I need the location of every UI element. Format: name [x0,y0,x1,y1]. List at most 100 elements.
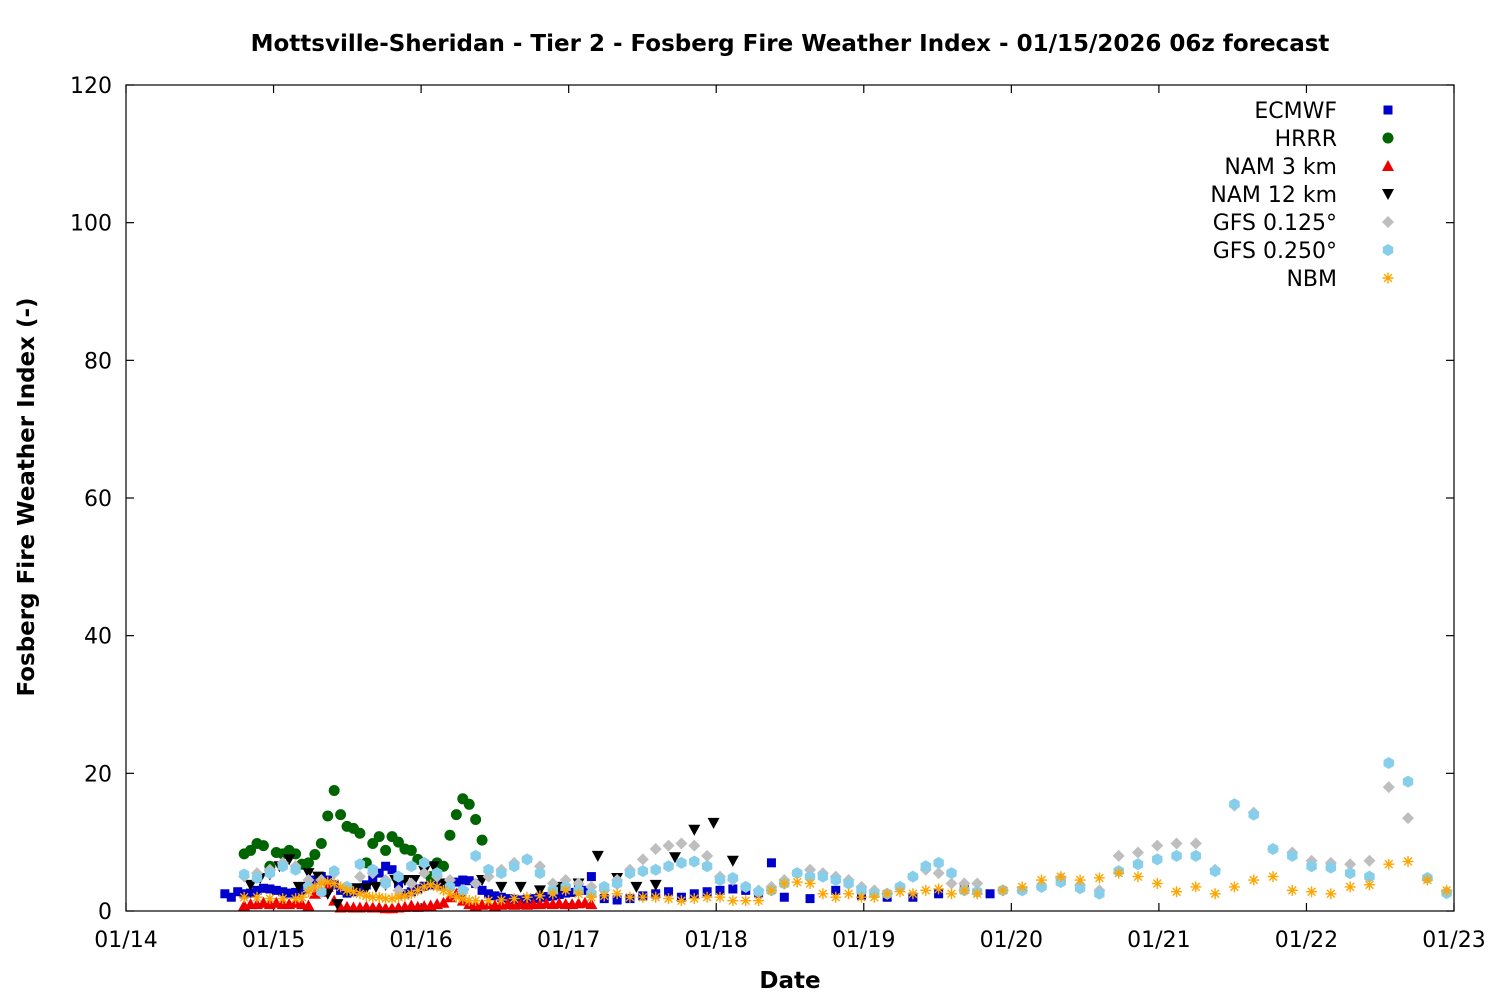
data-point [1383,858,1395,870]
data-point [701,891,713,903]
data-point [238,868,250,881]
data-point [328,785,340,797]
data-point [284,888,294,898]
data-point [753,895,765,907]
data-point [894,886,906,898]
data-point [264,867,276,880]
data-point [277,860,288,873]
x-tick-label: 01/20 [980,928,1043,953]
data-point [702,887,712,897]
data-point [1306,860,1317,873]
series-nbm [238,855,1453,907]
data-point [637,891,649,903]
data-point [283,854,296,866]
data-point [688,839,701,852]
legend-label: HRRR [1275,127,1337,152]
plot-frame [125,84,1455,912]
data-point [554,889,564,899]
data-point [297,885,307,895]
data-point [514,881,527,893]
data-point [740,895,752,907]
legend-marker [1382,216,1394,228]
data-point [817,870,829,883]
data-point [586,872,596,882]
data-point [676,856,687,869]
data-point [1364,870,1375,883]
data-point [450,891,462,903]
data-point [958,884,970,896]
legend-label: NAM 12 km [1210,183,1337,208]
data-point [675,895,687,907]
data-point [367,863,378,876]
y-tick-label: 100 [70,212,112,237]
data-point [649,879,662,891]
data-point [1402,855,1414,867]
data-point [855,891,867,903]
data-point [437,860,449,872]
data-point [1382,781,1395,794]
data-point [367,838,379,850]
chart-title: Mottsville-Sheridan - Tier 2 - Fosberg F… [251,31,1330,57]
data-point [1209,865,1221,878]
data-point [483,863,494,876]
data-point [457,893,469,905]
data-point [322,876,334,888]
data-point [464,876,474,886]
legend-marker [1383,105,1393,115]
data-point [1190,849,1202,862]
data-point [360,883,373,895]
data-point [675,837,688,850]
data-point [907,870,919,883]
data-point [328,865,340,878]
data-point [547,888,559,900]
data-point [437,884,449,896]
data-point [258,883,268,893]
data-point [354,827,366,839]
data-point [1036,874,1048,886]
legend-label: GFS 0.125° [1213,211,1337,236]
data-point [753,885,764,898]
data-point [386,893,398,905]
data-point [380,877,391,890]
x-tick-label: 01/15 [242,928,305,953]
data-point [1344,867,1356,880]
data-point [1363,854,1376,867]
data-point [521,853,533,866]
data-point [444,888,456,900]
data-point [451,877,461,887]
data-point [335,809,347,821]
data-point [302,857,314,869]
data-point [354,858,366,871]
data-point [668,852,681,864]
data-point [271,885,281,895]
data-point [663,893,675,905]
legend-marker [1382,132,1394,144]
data-point [1402,775,1414,788]
data-point [1190,881,1202,893]
data-point [335,881,347,893]
x-tick-label: 01/14 [94,928,157,953]
data-point [804,870,816,883]
x-tick-label: 01/19 [832,928,895,953]
data-point [560,884,572,896]
data-point [1152,853,1163,866]
data-point [450,809,462,821]
data-point [791,876,803,888]
data-point [315,877,327,889]
data-point [405,844,417,856]
y-tick-label: 80 [84,349,112,374]
data-point [369,881,382,893]
data-point [624,867,636,880]
data-point [367,891,379,903]
data-point [427,861,440,873]
data-point [1421,874,1433,886]
data-point [1131,846,1144,859]
data-point [1209,888,1221,900]
y-tick-label: 40 [84,625,112,650]
data-point [509,860,520,873]
data-point [302,868,315,880]
data-point [1055,871,1067,883]
data-point [1344,881,1356,893]
data-point [1151,877,1163,889]
